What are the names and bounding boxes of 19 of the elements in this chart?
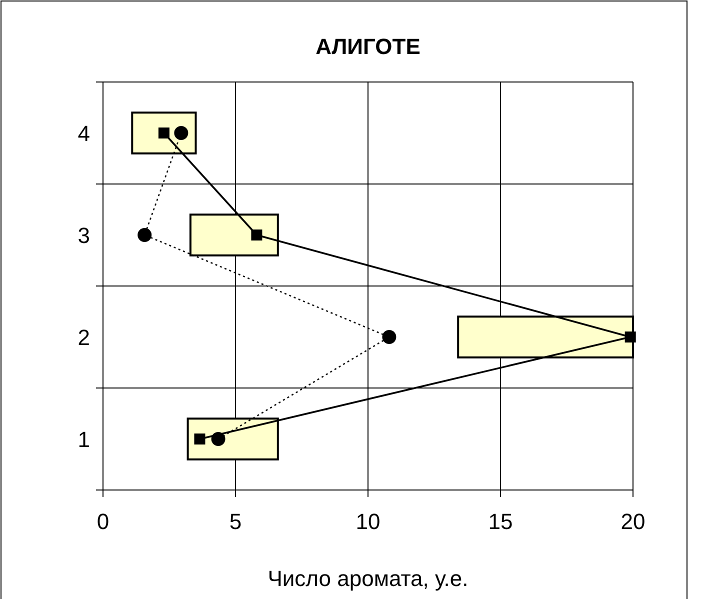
point: [382, 330, 396, 344]
x-axis-title: Число аромата, у.е.: [268, 566, 468, 591]
point: [624, 332, 636, 342]
point: [158, 128, 170, 138]
chart-title: АЛИГОТЕ: [316, 34, 420, 59]
point: [194, 434, 206, 444]
point: [138, 228, 152, 242]
y-tick-label: 4: [78, 121, 90, 146]
point: [211, 432, 226, 446]
point: [251, 230, 262, 240]
y-tick-label: 3: [78, 223, 90, 248]
x-tick-label: 5: [229, 509, 242, 534]
x-tick-label: 0: [96, 509, 110, 534]
x-tick-label: 20: [620, 509, 646, 534]
y-tick-label: 2: [78, 325, 90, 350]
x-tick-label: 10: [356, 509, 380, 534]
x-tick-label: 15: [488, 509, 513, 534]
y-tick-label: 1: [78, 427, 90, 452]
point: [174, 126, 188, 140]
